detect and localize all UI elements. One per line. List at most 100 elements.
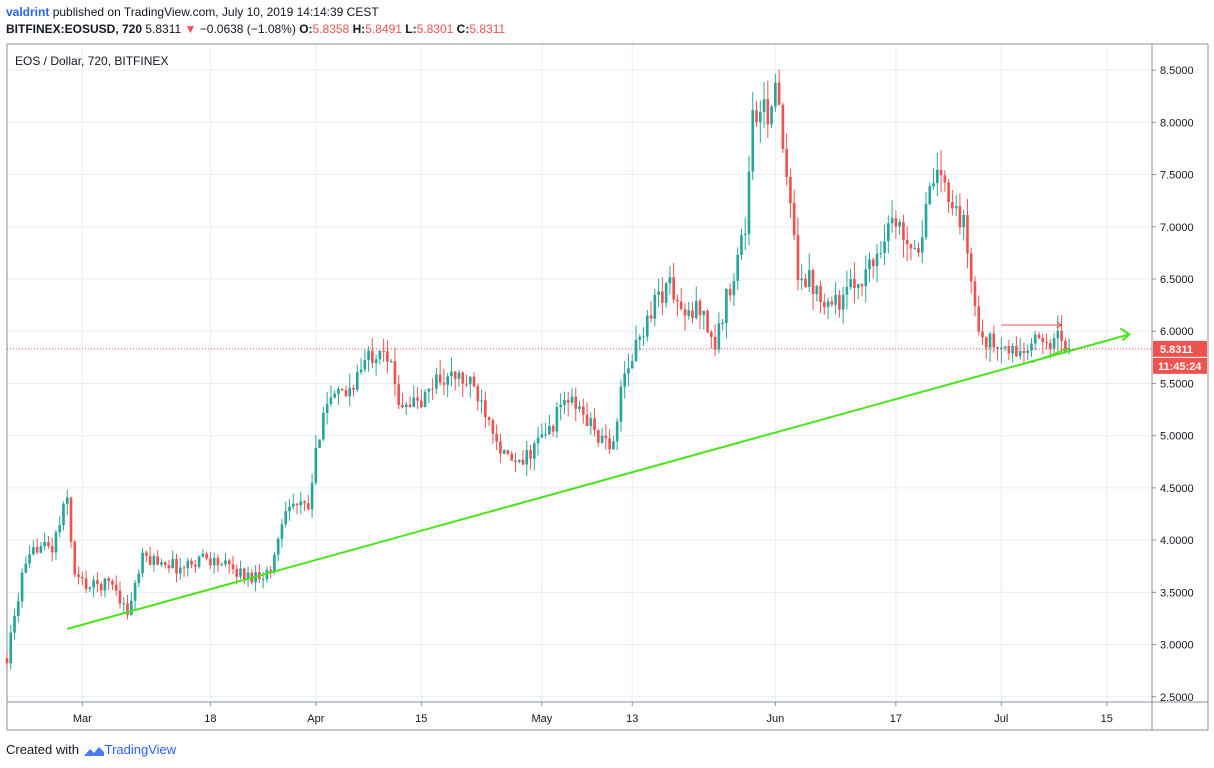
candle-body	[499, 441, 502, 454]
candle-body	[495, 433, 498, 442]
candle-body	[600, 435, 604, 443]
candle-body	[344, 390, 348, 397]
candle-body	[291, 503, 295, 507]
candle-body	[419, 400, 423, 407]
y-tick-label: 6.0000	[1160, 326, 1194, 338]
last-price-badge	[1153, 340, 1207, 357]
candle-body	[310, 482, 314, 510]
candle-body	[691, 310, 694, 318]
candle-body	[947, 182, 950, 202]
candle-body	[1033, 334, 1037, 344]
candle-body	[920, 237, 924, 253]
y-tick-label: 8.5000	[1160, 65, 1194, 77]
candle-body	[480, 400, 483, 402]
candle-body	[295, 503, 299, 506]
candle-body	[329, 397, 333, 404]
candle-body	[661, 291, 664, 303]
candle-body	[781, 104, 785, 149]
candle-body	[777, 82, 781, 105]
candle-body	[694, 300, 698, 318]
candle-body	[92, 580, 95, 588]
candle-body	[446, 376, 449, 385]
candle-body	[461, 372, 465, 384]
candle-body	[653, 294, 657, 319]
candle-body	[676, 299, 679, 302]
candle-body	[122, 603, 126, 605]
support-trend-line[interactable]	[66, 333, 1130, 630]
candle-body	[514, 460, 517, 462]
candle-body	[242, 568, 246, 580]
candle-body	[529, 450, 532, 459]
candle-body	[453, 371, 457, 379]
candle-body	[20, 572, 24, 602]
candle-body	[566, 399, 570, 403]
candle-body	[129, 600, 133, 615]
candle-body	[988, 333, 992, 348]
candle-body	[954, 206, 958, 209]
tradingview-brand-link[interactable]: TradingView	[104, 742, 177, 757]
candle-body	[909, 244, 913, 249]
candle-body	[544, 434, 547, 436]
candle-body	[39, 546, 43, 553]
candle-body	[1018, 350, 1022, 357]
candle-body	[597, 430, 600, 443]
trend-arrow-icon	[1119, 327, 1132, 342]
candle-body	[984, 337, 988, 348]
candle-body	[1007, 346, 1011, 354]
candle-body	[713, 336, 717, 350]
low-value: 5.8301	[416, 22, 454, 36]
candle-body	[973, 281, 977, 307]
candle-body	[755, 110, 758, 123]
triangle-support-line[interactable]	[1031, 347, 1070, 364]
candle-body	[902, 222, 905, 240]
candle-body	[555, 407, 559, 432]
candle-body	[209, 558, 212, 566]
candle-body	[905, 239, 909, 245]
candle-body	[84, 578, 88, 590]
candle-body	[152, 556, 156, 565]
candle-body	[608, 438, 611, 450]
candle-body	[442, 382, 446, 385]
candle-body	[231, 564, 235, 570]
candle-body	[551, 425, 555, 432]
candle-body	[725, 288, 728, 324]
candle-body	[182, 567, 186, 569]
candle-body	[807, 270, 811, 287]
candle-body	[175, 558, 178, 574]
candle-body	[306, 503, 310, 510]
y-tick-label: 4.5000	[1160, 483, 1194, 495]
author-name[interactable]: valdrint	[6, 5, 50, 19]
y-tick-label: 6.5000	[1160, 274, 1194, 286]
candle-body	[758, 111, 762, 123]
candle-body	[160, 562, 163, 565]
candle-body	[1022, 350, 1026, 353]
candle-body	[5, 658, 9, 664]
x-tick-label: 15	[1101, 713, 1113, 725]
candle-body	[871, 259, 875, 267]
candle-body	[875, 253, 879, 267]
candle-body	[457, 372, 461, 379]
candle-body	[24, 563, 28, 573]
candle-body	[834, 294, 837, 305]
candle-body	[284, 511, 288, 525]
candle-body	[762, 99, 766, 112]
candle-body	[574, 396, 578, 409]
candle-body	[687, 310, 691, 316]
candle-body	[382, 350, 385, 352]
candle-body	[465, 383, 468, 385]
last-price-label: 5.8311	[1160, 344, 1193, 356]
candle-body	[774, 82, 777, 107]
candle-body	[642, 336, 645, 338]
countdown-badge	[1153, 357, 1207, 374]
candle-body	[638, 336, 642, 340]
candle-body	[996, 347, 999, 349]
candle-body	[273, 554, 276, 572]
footer: Created with TradingView	[6, 742, 176, 757]
candle-body	[386, 351, 389, 362]
candle-body	[672, 277, 675, 300]
candle-body	[913, 248, 917, 250]
countdown-label: 11:45:24	[1158, 361, 1202, 373]
open-label: O:	[299, 22, 313, 36]
candle-body	[435, 374, 438, 389]
